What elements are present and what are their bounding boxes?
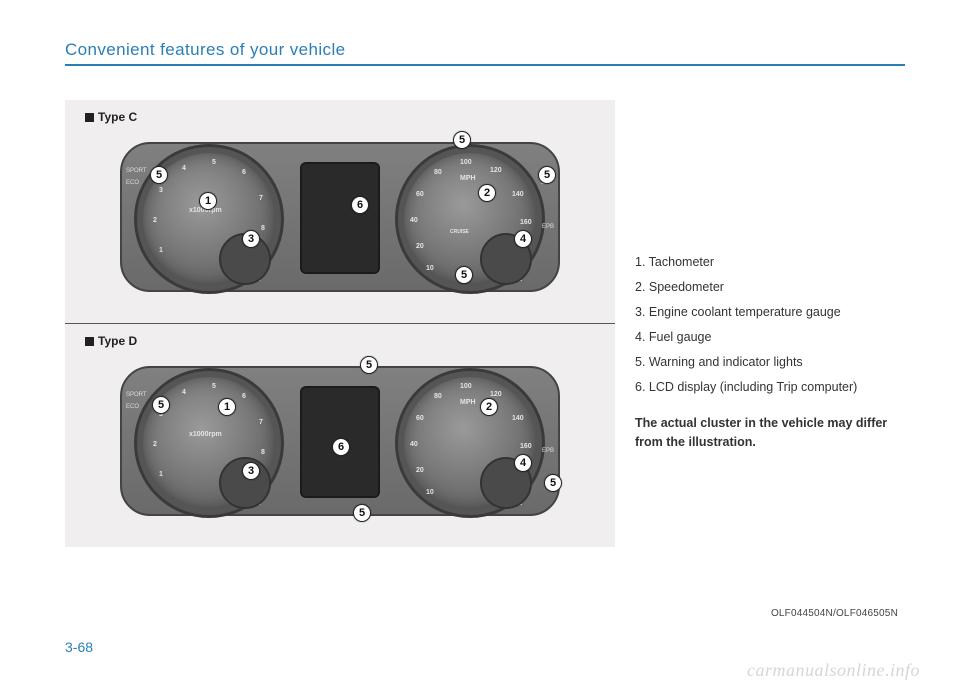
- cruise-label: CRUISE: [450, 229, 469, 235]
- type-d-label: Type D: [85, 334, 595, 348]
- square-bullet-icon: [85, 113, 94, 122]
- illustration-note: The actual cluster in the vehicle may di…: [635, 414, 905, 452]
- legend-item-4: 4. Fuel gauge: [635, 325, 905, 350]
- speed-tick: 140: [512, 415, 524, 422]
- figures-column: Type C x1000rpm 1 2 3 4 5 6: [65, 100, 615, 547]
- callout-5: 5: [152, 396, 170, 414]
- header-rule: [65, 64, 905, 66]
- legend-column: 1. Tachometer 2. Speedometer 3. Engine c…: [635, 100, 905, 547]
- callout-1: 1: [199, 192, 217, 210]
- speed-tick: 160: [520, 443, 532, 450]
- eco-label: ECO: [126, 180, 139, 186]
- tach-tick: 1: [159, 247, 163, 254]
- speed-tick: 120: [490, 167, 502, 174]
- coolant-c: C: [256, 276, 261, 283]
- callout-3: 3: [242, 230, 260, 248]
- legend-item-5: 5. Warning and indicator lights: [635, 350, 905, 375]
- instrument-cluster-d: x1000rpm 1 2 3 4 5 6 7 8 H C: [120, 354, 560, 529]
- eco-label: ECO: [126, 404, 139, 410]
- speed-tick: 160: [520, 219, 532, 226]
- legend-item-3: 3. Engine coolant temperature gauge: [635, 300, 905, 325]
- epb-label: EPB: [542, 448, 554, 454]
- tach-tick: 2: [153, 441, 157, 448]
- callout-3: 3: [242, 462, 260, 480]
- tach-tick: 7: [259, 419, 263, 426]
- callout-5: 5: [544, 474, 562, 492]
- speed-tick: 100: [460, 159, 472, 166]
- epb-label: EPB: [542, 224, 554, 230]
- sport-label: SPORT: [126, 168, 147, 174]
- tach-tick: 6: [242, 169, 246, 176]
- cluster-c-wrap: x1000rpm 1 2 3 4 5 6 7 8 H C: [85, 130, 595, 305]
- type-c-text: Type C: [98, 110, 137, 124]
- speed-unit: MPH: [460, 399, 476, 406]
- callout-4: 4: [514, 454, 532, 472]
- speed-tick: 80: [434, 393, 442, 400]
- type-c-label: Type C: [85, 110, 595, 124]
- speed-tick: 10: [426, 265, 434, 272]
- callout-5: 5: [150, 166, 168, 184]
- callout-5: 5: [538, 166, 556, 184]
- tach-tick: 8: [261, 225, 265, 232]
- coolant-c: C: [256, 500, 261, 507]
- tach-tick: 5: [212, 383, 216, 390]
- tach-tick: 7: [259, 195, 263, 202]
- legend-item-6: 6. LCD display (including Trip computer): [635, 375, 905, 400]
- speed-tick: 40: [410, 217, 418, 224]
- tach-tick: 4: [182, 165, 186, 172]
- legend-item-1: 1. Tachometer: [635, 250, 905, 275]
- instrument-cluster-c: x1000rpm 1 2 3 4 5 6 7 8 H C: [120, 130, 560, 305]
- figure-code: OLF044504N/OLF046505N: [771, 608, 898, 619]
- speed-unit: MPH: [460, 175, 476, 182]
- callout-5: 5: [353, 504, 371, 522]
- tach-tick: 1: [159, 471, 163, 478]
- speed-tick: 20: [416, 467, 424, 474]
- callout-1: 1: [218, 398, 236, 416]
- speed-tick: 20: [416, 243, 424, 250]
- fuel-e: E: [517, 500, 522, 507]
- tach-tick: 4: [182, 389, 186, 396]
- speed-tick: 40: [410, 441, 418, 448]
- callout-5: 5: [360, 356, 378, 374]
- speed-tick: 100: [460, 383, 472, 390]
- fuel-e: E: [517, 276, 522, 283]
- callout-4: 4: [514, 230, 532, 248]
- speed-tick: 140: [512, 191, 524, 198]
- square-bullet-icon: [85, 337, 94, 346]
- tach-tick: 8: [261, 449, 265, 456]
- tachometer-gauge: x1000rpm 1 2 3 4 5 6 7 8 H C: [134, 368, 284, 518]
- content-row: Type C x1000rpm 1 2 3 4 5 6: [65, 100, 905, 547]
- type-d-text: Type D: [98, 334, 137, 348]
- callout-5: 5: [453, 131, 471, 149]
- callout-2: 2: [480, 398, 498, 416]
- speed-tick: 120: [490, 391, 502, 398]
- callout-6: 6: [351, 196, 369, 214]
- lcd-display: [300, 162, 380, 274]
- figure-panel-type-d: Type D x1000rpm 1 2 3 4 5 6 7: [65, 324, 615, 547]
- speedometer-gauge: MPH 10 20 40 60 80 100 120 140 160 F E: [395, 368, 545, 518]
- cluster-d-wrap: x1000rpm 1 2 3 4 5 6 7 8 H C: [85, 354, 595, 529]
- legend-item-2: 2. Speedometer: [635, 275, 905, 300]
- callout-6: 6: [332, 438, 350, 456]
- tach-label: x1000rpm: [189, 431, 222, 438]
- speed-tick: 60: [416, 415, 424, 422]
- speed-tick: 10: [426, 489, 434, 496]
- watermark: carmanualsonline.info: [747, 660, 920, 681]
- callout-2: 2: [478, 184, 496, 202]
- tach-tick: 2: [153, 217, 157, 224]
- tach-tick: 5: [212, 159, 216, 166]
- speed-tick: 80: [434, 169, 442, 176]
- section-header: Convenient features of your vehicle: [65, 40, 905, 60]
- figure-panel-type-c: Type C x1000rpm 1 2 3 4 5 6: [65, 100, 615, 323]
- tach-tick: 6: [242, 393, 246, 400]
- speed-tick: 60: [416, 191, 424, 198]
- callout-5: 5: [455, 266, 473, 284]
- tach-tick: 3: [159, 187, 163, 194]
- manual-page: Convenient features of your vehicle Type…: [0, 0, 960, 689]
- sport-label: SPORT: [126, 392, 147, 398]
- page-number: 3-68: [65, 639, 93, 655]
